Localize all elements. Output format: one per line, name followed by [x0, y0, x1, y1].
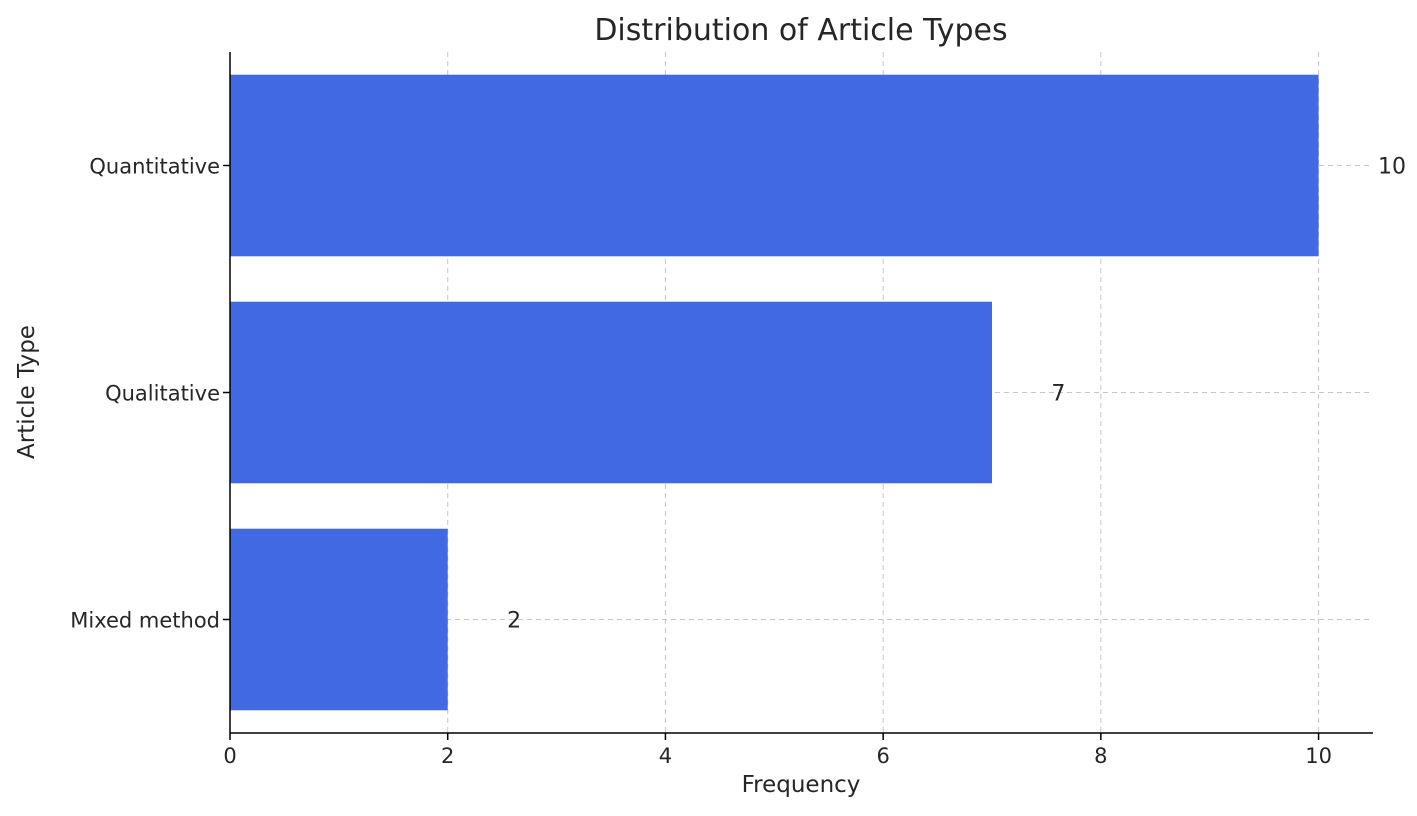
x-tick-label: 0 — [223, 744, 236, 768]
y-axis-title: Article Type — [14, 325, 40, 459]
x-tick-label: 8 — [1094, 744, 1107, 768]
chart-title: Distribution of Article Types — [594, 13, 1007, 48]
data-labels-layer: 10 7 2 — [507, 155, 1406, 634]
data-label: 7 — [1051, 382, 1065, 407]
x-tick-label: 6 — [876, 744, 889, 768]
x-axis-title: Frequency — [742, 772, 861, 798]
bar-mixed-method — [230, 528, 448, 711]
bar-quantitative — [230, 74, 1319, 257]
y-tick-label: Mixed method — [70, 609, 220, 633]
data-label: 10 — [1378, 155, 1406, 180]
bar-qualitative — [230, 301, 992, 484]
bars-layer — [230, 74, 1319, 711]
y-tick-label: Quantitative — [89, 155, 220, 179]
ticks-layer: 0 2 4 6 8 10 Quantitative Qualitative Mixed meth… — [70, 155, 1332, 769]
x-tick-label: 10 — [1305, 744, 1332, 768]
x-tick-label: 4 — [659, 744, 672, 768]
data-label: 2 — [507, 609, 521, 634]
x-tick-label: 2 — [441, 744, 454, 768]
y-tick-label: Qualitative — [105, 382, 220, 406]
